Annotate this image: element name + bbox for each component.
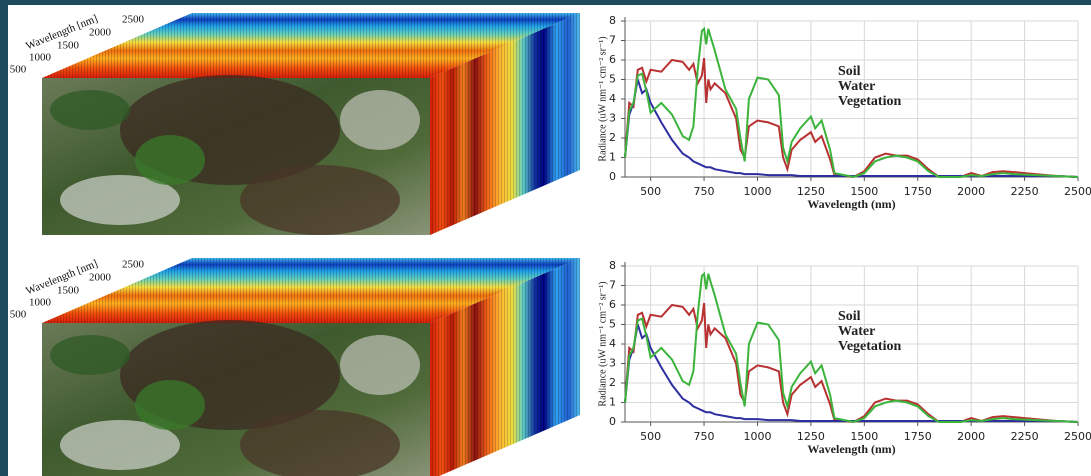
x-tick-label: 750: [694, 185, 715, 198]
legend-entry: Water: [838, 79, 875, 94]
x-tick-label: 2250: [1011, 430, 1039, 443]
legend-entry: Vegetation: [838, 339, 901, 354]
spectrum-line: [624, 271, 1079, 424]
cube-tick-label: 1000: [29, 297, 52, 309]
y-tick-label: 3: [609, 357, 616, 370]
y-tick-label: 2: [609, 376, 616, 389]
cube-tick-label: 1000: [29, 52, 52, 64]
cube-tick-label: 2000: [89, 27, 112, 39]
x-tick-label: 1500: [850, 185, 878, 198]
y-tick-label: 5: [609, 73, 616, 86]
terrain-patch: [135, 135, 205, 185]
cube-tick-label: 2500: [122, 14, 145, 26]
x-tick-label: 1500: [850, 430, 878, 443]
y-tick-label: 7: [609, 279, 616, 292]
terrain-patch: [60, 420, 180, 470]
y-tick-label: 7: [609, 34, 616, 47]
x-tick-label: 1250: [797, 430, 825, 443]
x-axis-label: Wavelength (nm): [807, 197, 895, 211]
y-tick-label: 1: [609, 396, 616, 409]
cube-tick-label: 500: [10, 309, 27, 321]
terrain-patch: [240, 165, 400, 235]
y-tick-label: 5: [609, 318, 616, 331]
cube-tick-label: 500: [10, 64, 27, 76]
cube-tick-label: 2500: [122, 259, 145, 271]
x-tick-label: 2500: [1064, 430, 1091, 443]
spectrum-chart: 0 1 2 3 4 5 6 7 8 500 750 1000 1250 1500 1750 2000 2250 2…: [597, 259, 1091, 456]
terrain-patch: [50, 90, 130, 130]
y-tick-label: 0: [609, 170, 616, 183]
cube-tick-label: 1500: [57, 285, 80, 297]
cube-side-texture: [430, 258, 580, 476]
y-tick-label: 6: [609, 298, 616, 311]
terrain-patch: [135, 380, 205, 430]
legend-entry: Vegetation: [838, 94, 901, 109]
y-tick-label: 4: [609, 337, 616, 350]
x-tick-label: 1000: [743, 185, 771, 198]
spectrum-line: [624, 26, 1079, 179]
terrain-patch: [50, 335, 130, 375]
x-tick-label: 1000: [743, 430, 771, 443]
y-tick-label: 8: [609, 259, 616, 272]
y-tick-label: 8: [609, 14, 616, 27]
y-tick-label: 4: [609, 92, 616, 105]
x-tick-label: 2500: [1064, 185, 1091, 198]
spectrum-chart: 0 1 2 3 4 5 6 7 8 500 750 1000 1250 1500 1750 2000 2250 2…: [597, 14, 1091, 211]
legend-entry: Water: [838, 324, 875, 339]
x-tick-label: 2000: [957, 430, 985, 443]
x-tick-label: 2000: [957, 185, 985, 198]
y-tick-label: 6: [609, 53, 616, 66]
x-tick-label: 500: [640, 430, 661, 443]
y-tick-label: 1: [609, 151, 616, 164]
x-tick-label: 1750: [904, 430, 932, 443]
cube-side-texture: [430, 13, 580, 235]
y-tick-label: 0: [609, 415, 616, 428]
cube-top-texture: [42, 13, 580, 78]
legend-entry: Soil: [838, 64, 861, 79]
x-axis-label: Wavelength (nm): [807, 442, 895, 456]
x-tick-label: 2250: [1011, 185, 1039, 198]
y-axis-label: Radiance (uW nm⁻¹ cm⁻² sr⁻¹): [597, 36, 608, 161]
cube-tick-label: 1500: [57, 40, 80, 52]
cube-top-texture: [42, 258, 580, 323]
terrain-patch: [340, 90, 420, 150]
x-tick-label: 1750: [904, 185, 932, 198]
terrain-patch: [240, 410, 400, 476]
cube-tick-label: 2000: [89, 272, 112, 284]
y-tick-label: 3: [609, 112, 616, 125]
y-axis-label: Radiance (uW nm⁻¹ cm⁻² sr⁻¹): [597, 281, 608, 406]
x-tick-label: 500: [640, 185, 661, 198]
y-tick-label: 2: [609, 131, 616, 144]
x-tick-label: 750: [694, 430, 715, 443]
x-tick-label: 1250: [797, 185, 825, 198]
terrain-patch: [60, 175, 180, 225]
legend-entry: Soil: [838, 309, 861, 324]
terrain-patch: [340, 335, 420, 395]
